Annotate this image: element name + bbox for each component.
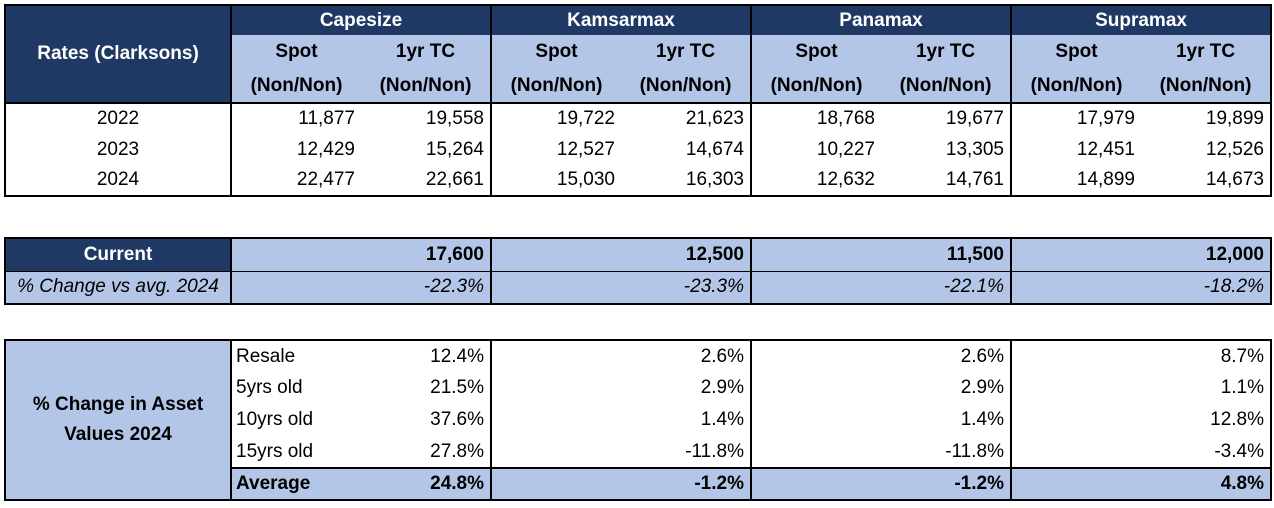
average-value: 4.8% (1011, 467, 1272, 501)
current-value-kamsarmax: 12,500 (491, 237, 752, 271)
sub-header-nonnon: (Non/Non) (491, 69, 621, 104)
sub-header-tc: 1yr TC (1141, 35, 1273, 69)
value-cell: 19,677 (881, 103, 1013, 134)
value-cell: 22,661 (361, 165, 492, 197)
year-cell: 2022 (4, 103, 232, 134)
value-cell: 8.7% (1011, 339, 1272, 372)
value-cell: 14,761 (881, 165, 1013, 197)
table-row: 2024 22,477 22,661 15,030 16,303 12,632 … (4, 165, 1273, 197)
sub-header-nonnon: (Non/Non) (1141, 69, 1273, 104)
table-row: 2023 12,429 15,264 12,527 14,674 10,227 … (4, 134, 1273, 165)
value-cell: 16,303 (621, 165, 752, 197)
value-cell: 13,305 (881, 134, 1013, 165)
sub-header-tc: 1yr TC (361, 35, 492, 69)
sub-header-nonnon: (Non/Non) (1011, 69, 1142, 104)
vessel-header-panamax: Panamax (751, 4, 1013, 35)
value-cell: 21,623 (621, 103, 752, 134)
sub-header-nonnon: (Non/Non) (231, 69, 361, 104)
sub-header-spot: Spot (751, 35, 881, 69)
value-cell: 27.8% (361, 436, 492, 468)
current-label: Current (4, 237, 232, 271)
average-value: -1.2% (751, 467, 1012, 501)
sub-header-tc: 1yr TC (621, 35, 752, 69)
current-value-panamax: 11,500 (751, 237, 1012, 271)
value-cell: 12,527 (556, 138, 615, 160)
table-row: 15yrs old 27.8% -11.8% -11.8% -3.4% (5, 436, 1272, 468)
value-cell: 19,899 (1141, 103, 1273, 134)
value-cell: 19,558 (361, 103, 492, 134)
average-value: -1.2% (491, 467, 752, 501)
value-cell: -11.8% (751, 436, 1012, 468)
vessel-header-capesize: Capesize (231, 4, 492, 35)
year-cell: 2023 (4, 134, 232, 165)
table-row: 10yrs old 37.6% 1.4% 1.4% 12.8% (5, 404, 1272, 436)
sub-header-nonnon: (Non/Non) (621, 69, 752, 104)
value-cell: 14,899 (1011, 165, 1142, 197)
value-cell: 17,979 (1076, 108, 1136, 129)
current-value-capesize: 17,600 (231, 237, 492, 271)
asset-values-title-line1: % Change in Asset (32, 394, 204, 415)
value-cell: 14,674 (621, 134, 752, 165)
age-label: 5yrs old (236, 377, 303, 398)
age-label: Resale (231, 339, 361, 372)
year-cell: 2024 (4, 165, 232, 197)
current-table: Current 17,600 12,500 11,500 12,000 % Ch… (4, 237, 1272, 305)
value-cell: 2.6% (491, 339, 752, 372)
value-cell: -3.4% (1011, 436, 1272, 468)
value-cell: 15,264 (361, 134, 492, 165)
value-cell: 2.6% (751, 339, 1012, 372)
value-cell: 22,477 (231, 165, 361, 197)
table-row: 5yrs old 21.5% 2.9% 2.9% 1.1% (5, 372, 1272, 404)
value-cell: 15,030 (491, 165, 621, 197)
table-row: 2022 11,877 19,558 19,722 21,623 18,768 … (4, 103, 1273, 134)
rates-table: Rates (Clarksons) Capesize Kamsarmax Pan… (4, 4, 1273, 197)
average-label: Average (231, 467, 361, 501)
age-label: 15yrs old (236, 440, 314, 462)
value-cell: 37.6% (361, 404, 492, 436)
value-cell: 2.9% (751, 372, 1012, 404)
change-value-panamax: -22.1% (751, 270, 1012, 305)
value-cell: 21.5% (361, 372, 492, 404)
value-cell: 12,526 (1141, 134, 1273, 165)
average-row: Average 24.8% -1.2% -1.2% 4.8% (5, 467, 1272, 501)
asset-values-title: % Change in Asset Values 2024 (4, 339, 232, 501)
sub-header-spot: Spot (1011, 35, 1142, 69)
value-cell: 12.8% (1011, 404, 1272, 436)
vessel-header-supramax: Supramax (1011, 4, 1273, 35)
value-cell: 1.1% (1011, 372, 1272, 404)
age-label: 10yrs old (236, 409, 314, 430)
vessel-header-kamsarmax: Kamsarmax (491, 4, 752, 35)
current-value-supramax: 12,000 (1011, 237, 1272, 271)
value-cell: 11,877 (298, 108, 355, 129)
value-cell: 12.4% (361, 339, 492, 372)
change-vs-avg-label: % Change vs avg. 2024 (4, 270, 232, 305)
sub-header-spot: Spot (231, 35, 361, 69)
change-value-kamsarmax: -23.3% (491, 270, 752, 305)
value-cell: 1.4% (491, 404, 752, 436)
value-cell: -11.8% (491, 436, 752, 468)
change-value-supramax: -18.2% (1011, 270, 1272, 305)
value-cell: 12,632 (751, 165, 881, 197)
value-cell: 10,227 (816, 138, 875, 160)
value-cell: 14,673 (1141, 165, 1273, 197)
sub-header-spot: Spot (491, 35, 621, 69)
rates-title: Rates (Clarksons) (4, 4, 232, 104)
value-cell: 12,451 (1076, 138, 1136, 160)
value-cell: 12,429 (296, 138, 355, 160)
sub-header-nonnon: (Non/Non) (361, 69, 492, 104)
sub-header-tc: 1yr TC (881, 35, 1013, 69)
average-value: 24.8% (361, 467, 492, 501)
value-cell: 19,722 (556, 108, 615, 129)
table-row: % Change in Asset Values 2024 Resale 12.… (4, 339, 1272, 501)
value-cell: 1.4% (751, 404, 1012, 436)
sub-header-nonnon: (Non/Non) (881, 69, 1013, 104)
value-cell: 18,768 (816, 108, 875, 129)
asset-values-title-line2: Values 2024 (64, 424, 172, 445)
asset-values-table: % Change in Asset Values 2024 Resale 12.… (4, 339, 1272, 501)
change-value-capesize: -22.3% (231, 270, 492, 305)
value-cell: 2.9% (491, 372, 752, 404)
sub-header-nonnon: (Non/Non) (751, 69, 881, 104)
